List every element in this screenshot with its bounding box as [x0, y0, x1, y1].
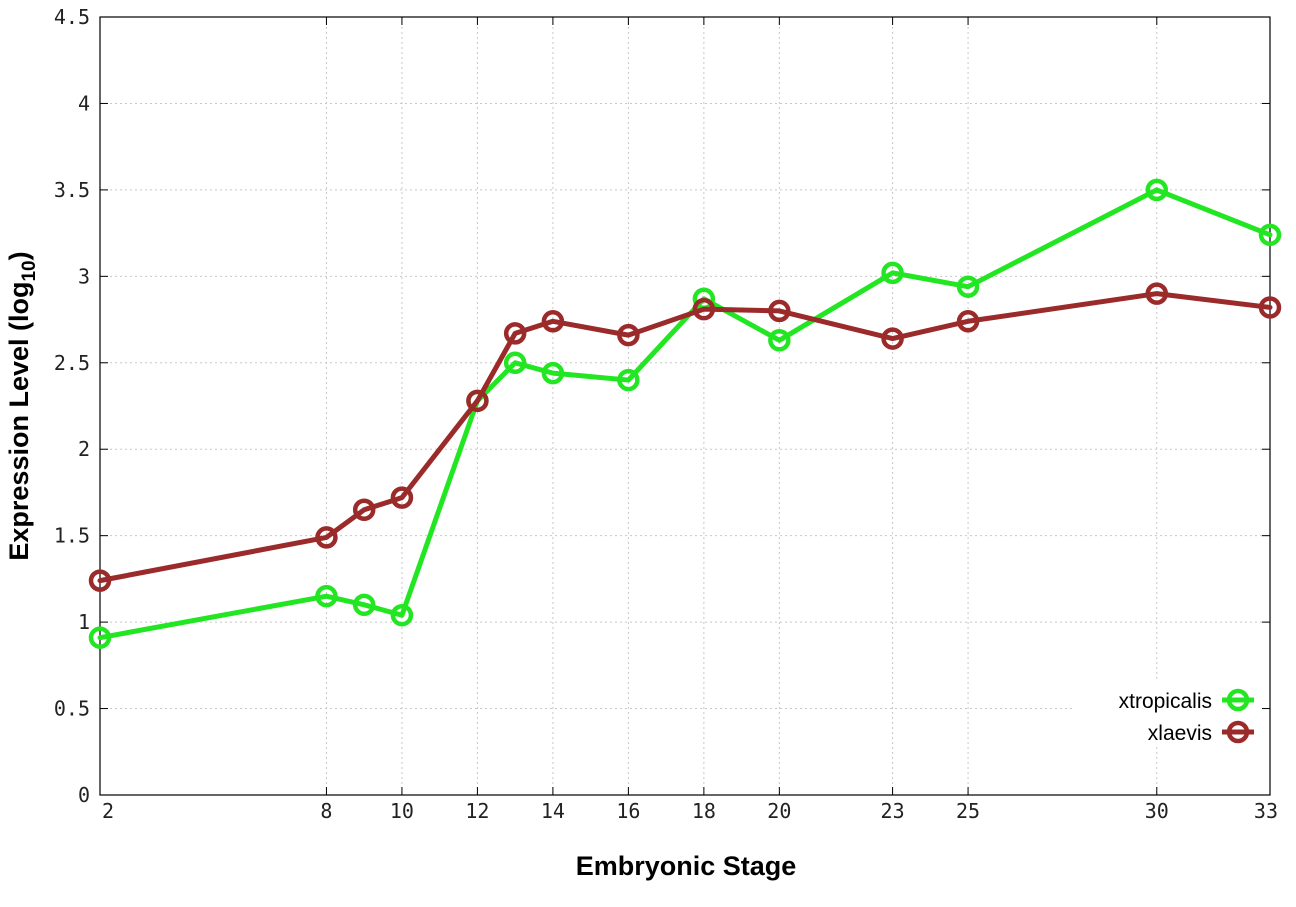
y-axis-title: Expression Level (log10) [4, 251, 40, 560]
y-tick-label: 1.5 [54, 524, 90, 548]
data-point [881, 327, 904, 350]
x-tick-label: 14 [541, 799, 565, 823]
y-tick-label: 0.5 [54, 697, 90, 721]
data-point [503, 351, 527, 375]
x-tick-label: 25 [956, 799, 980, 823]
data-point [503, 322, 527, 345]
x-axis-title: Embryonic Stage [576, 851, 797, 881]
series-xtropicalis [88, 178, 1282, 649]
x-tick-label: 8 [320, 799, 332, 823]
x-tick-label: 12 [465, 799, 489, 823]
y-tick-label: 2.5 [54, 351, 90, 375]
series-line [97, 291, 1273, 584]
data-point [88, 626, 112, 649]
y-axis-title-main: Expression Level (log [4, 282, 34, 561]
x-tick-label: 16 [616, 799, 640, 823]
y-axis-title-subscript: 10 [19, 260, 40, 281]
data-point [1145, 282, 1169, 305]
plot-frame [99, 16, 1271, 796]
data-point [352, 498, 376, 521]
x-tick-label: 10 [390, 799, 414, 823]
data-point [692, 297, 716, 321]
legend-item: xtropicalis [1119, 688, 1254, 713]
x-tick-label: 20 [767, 799, 791, 823]
data-point [1258, 296, 1282, 319]
axis-ticks: 0 0.5 1 1.5 2 2.5 3 3.5 4 4.5 2 8 10 12 14 16 18 20 23 25 30… [54, 5, 1278, 823]
y-tick-label: 3 [78, 264, 90, 288]
x-tick-label: 33 [1254, 799, 1278, 823]
legend-label: xtropicalis [1119, 690, 1212, 713]
y-tick-label: 4.5 [54, 5, 90, 29]
y-tick-label: 3.5 [54, 178, 90, 202]
legend-label: xlaevis [1148, 722, 1212, 745]
data-point [541, 361, 565, 385]
legend-item: xlaevis [1148, 720, 1254, 745]
data-point [768, 299, 791, 323]
series-line [97, 187, 1273, 641]
data-point [466, 389, 489, 413]
x-tick-label: 18 [692, 799, 716, 823]
data-series [88, 178, 1282, 649]
data-point [1145, 178, 1169, 202]
data-point [956, 310, 980, 333]
data-point [352, 593, 376, 617]
y-tick-label: 1 [78, 610, 90, 634]
data-point [617, 323, 640, 347]
y-tick-label: 2 [78, 437, 90, 461]
data-point [956, 275, 980, 298]
data-point [617, 368, 640, 392]
x-tick-label: 2 [102, 799, 114, 823]
y-tick-label: 4 [78, 91, 90, 115]
data-point [390, 603, 414, 627]
data-point [768, 329, 791, 352]
data-point [541, 310, 565, 333]
data-point [390, 486, 414, 509]
legend-marker-swatch [1226, 720, 1250, 744]
data-point [315, 526, 338, 549]
legend: xtropicalis xlaevis [1072, 680, 1262, 746]
x-tick-label: 30 [1145, 799, 1169, 823]
y-axis-title-close: ) [4, 251, 34, 260]
series-xlaevis [88, 282, 1282, 592]
data-point [315, 584, 338, 608]
grid-lines [100, 17, 1270, 795]
data-point [1258, 223, 1282, 247]
data-point [88, 569, 112, 592]
y-tick-label: 0 [78, 783, 90, 807]
data-point [881, 261, 904, 285]
legend-marker-swatch [1226, 688, 1250, 712]
x-tick-label: 23 [881, 799, 905, 823]
